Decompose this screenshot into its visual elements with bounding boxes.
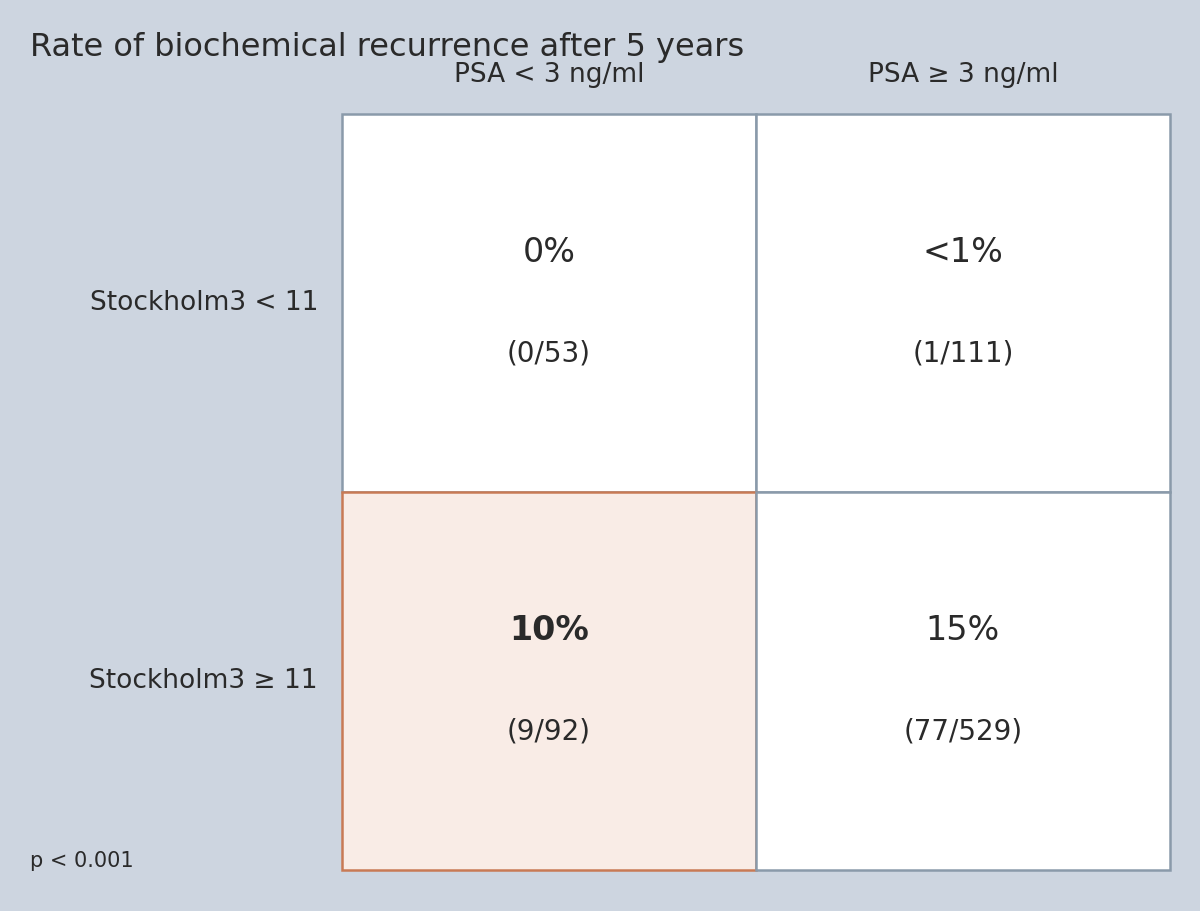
Text: (1/111): (1/111)	[912, 339, 1014, 367]
Text: (9/92): (9/92)	[508, 717, 592, 745]
Text: p < 0.001: p < 0.001	[30, 851, 133, 871]
Text: 10%: 10%	[509, 614, 589, 648]
Text: (0/53): (0/53)	[508, 339, 592, 367]
Text: PSA ≥ 3 ng/ml: PSA ≥ 3 ng/ml	[868, 62, 1058, 87]
Bar	[756, 492, 1170, 870]
Text: 15%: 15%	[926, 614, 1000, 648]
Text: Stockholm3 ≥ 11: Stockholm3 ≥ 11	[90, 668, 318, 694]
Text: (77/529): (77/529)	[904, 717, 1022, 745]
Text: Stockholm3 < 11: Stockholm3 < 11	[90, 290, 318, 316]
Text: PSA < 3 ng/ml: PSA < 3 ng/ml	[454, 62, 644, 87]
Bar	[756, 114, 1170, 492]
Text: <1%: <1%	[923, 236, 1003, 270]
Text: Rate of biochemical recurrence after 5 years: Rate of biochemical recurrence after 5 y…	[30, 32, 744, 63]
Bar	[342, 492, 756, 870]
Text: 0%: 0%	[522, 236, 576, 270]
Bar	[342, 114, 756, 492]
